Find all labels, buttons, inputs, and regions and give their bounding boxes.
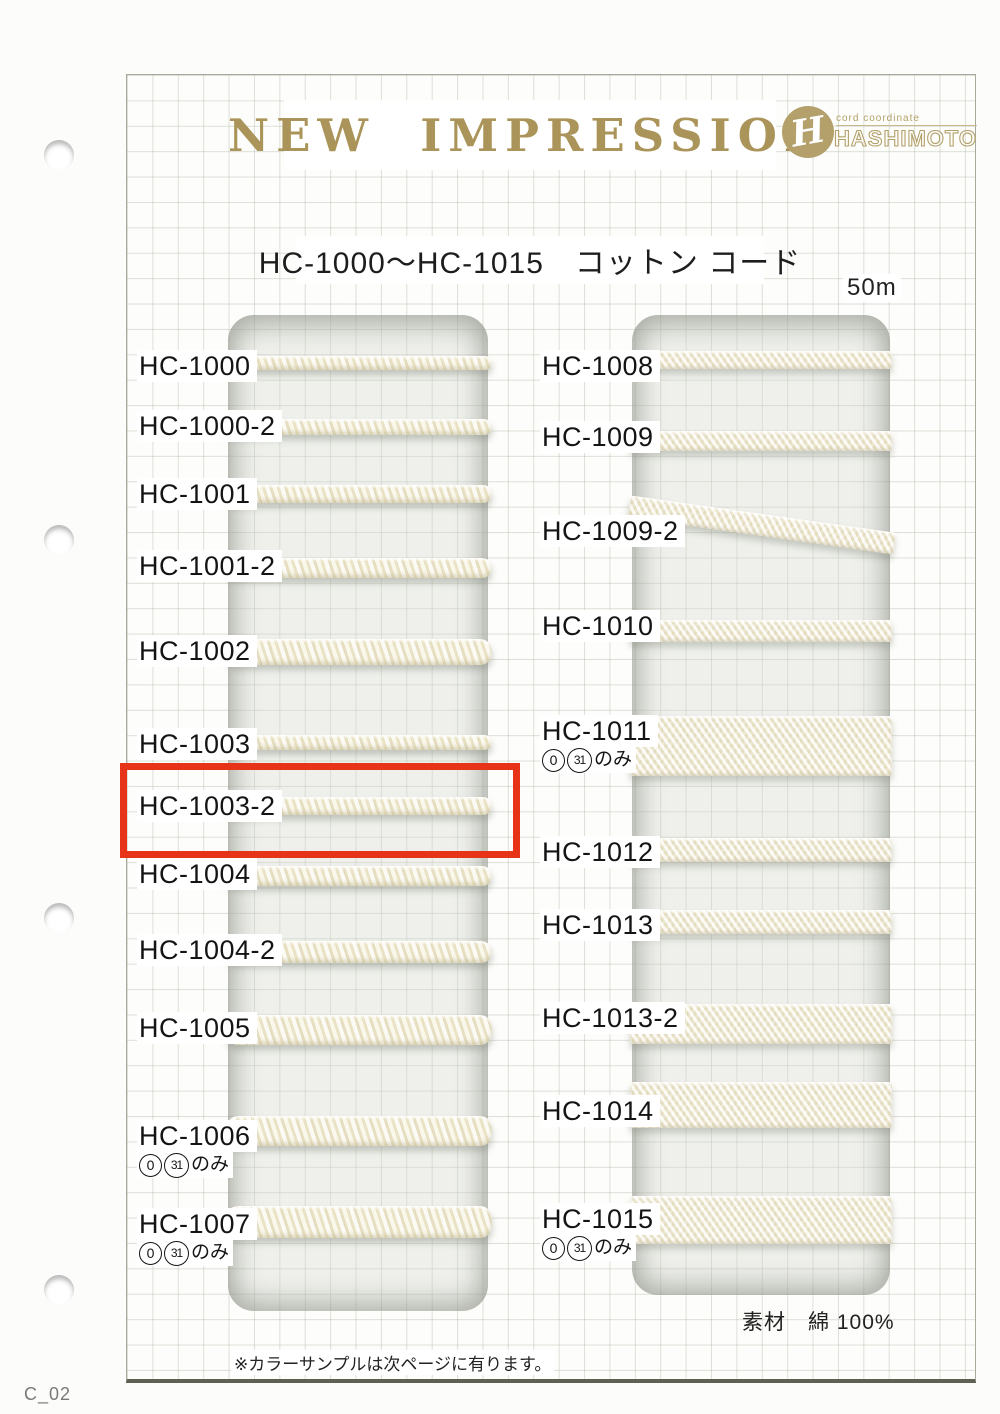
cord-sample-hc-1014 (630, 1082, 892, 1128)
logo-monogram: H (787, 108, 829, 156)
cord-sample-hc-1004-2 (226, 941, 492, 963)
circled-number-0: 0 (139, 1153, 162, 1177)
code-label-hc-1000: HC-1000 (137, 350, 257, 382)
circled-number-31: 31 (567, 747, 592, 773)
code-label-hc-1009-2: HC-1009-2 (540, 515, 685, 547)
material-label: 素材 綿 100% (742, 1311, 895, 1334)
cord-sample-hc-1013 (630, 910, 892, 934)
restriction-note-hc-1011: 0 31 のみ (540, 747, 637, 773)
note-suffix: のみ (191, 1242, 230, 1263)
banner-title: NEW IMPRESSION (228, 100, 825, 170)
cord-sample-hc-1003-2 (226, 797, 492, 815)
cord-sample-hc-1010 (630, 620, 892, 642)
code-label-hc-1012: HC-1012 (540, 836, 660, 868)
code-label-hc-1014: HC-1014 (540, 1095, 660, 1127)
punch-hole (44, 1275, 74, 1305)
sample-sleeve-right (632, 315, 890, 1295)
cord-sample-hc-1006 (226, 1116, 492, 1146)
cord-sample-hc-1009 (630, 431, 892, 451)
code-label-hc-1007: HC-1007 (137, 1208, 257, 1240)
code-label-hc-1005: HC-1005 (137, 1012, 257, 1044)
logo-circle-icon: H (782, 106, 834, 158)
code-label-hc-1013: HC-1013 (540, 909, 660, 941)
cord-sample-hc-1008 (630, 351, 892, 369)
cord-sample-hc-1002 (226, 639, 492, 665)
code-label-hc-1015: HC-1015 (540, 1203, 660, 1235)
logo-tagline: cord coordinate (836, 113, 978, 126)
cord-sample-hc-1005 (226, 1015, 492, 1045)
cord-sample-hc-1000 (226, 356, 492, 370)
punch-hole (44, 525, 74, 555)
code-label-hc-1006: HC-1006 (137, 1120, 257, 1152)
code-label-hc-1001: HC-1001 (137, 478, 257, 510)
circled-number-31: 31 (164, 1152, 189, 1178)
note-suffix: のみ (191, 1154, 230, 1175)
code-label-hc-1011: HC-1011 (540, 715, 658, 747)
circled-number-0: 0 (542, 748, 565, 772)
cord-sample-hc-1001-2 (226, 558, 492, 578)
cord-sample-hc-1001 (226, 485, 492, 503)
cord-sample-hc-1012 (630, 838, 892, 862)
logo-name: HASHIMOTO (833, 125, 978, 151)
code-label-hc-1003-2: HC-1003-2 (137, 790, 282, 822)
restriction-note-hc-1007: 0 31 のみ (137, 1240, 234, 1266)
code-label-hc-1002: HC-1002 (137, 635, 257, 667)
code-label-hc-1004-2: HC-1004-2 (137, 934, 282, 966)
page-code: C_02 (24, 1384, 72, 1404)
restriction-note-hc-1015: 0 31 のみ (540, 1235, 637, 1261)
page-title: HC-1000〜HC-1015 コットン コード (259, 236, 800, 284)
code-label-hc-1003: HC-1003 (137, 728, 257, 760)
code-label-hc-1009: HC-1009 (540, 421, 660, 453)
circled-number-31: 31 (567, 1235, 592, 1261)
cord-sample-hc-1007 (226, 1206, 492, 1238)
cord-sample-hc-1003 (226, 735, 492, 750)
note-suffix: のみ (594, 1237, 633, 1258)
code-label-hc-1000-2: HC-1000-2 (137, 410, 282, 442)
color-sample-footnote: ※カラーサンプルは次ページに有ります。 (231, 1350, 555, 1375)
code-label-hc-1008: HC-1008 (540, 350, 660, 382)
code-label-hc-1004: HC-1004 (137, 858, 257, 890)
code-label-hc-1010: HC-1010 (540, 610, 660, 642)
punch-hole (44, 903, 74, 933)
circled-number-0: 0 (542, 1236, 565, 1260)
cord-sample-hc-1015 (630, 1196, 892, 1244)
code-label-hc-1001-2: HC-1001-2 (137, 550, 282, 582)
circled-number-31: 31 (164, 1240, 189, 1266)
note-suffix: のみ (594, 749, 633, 770)
highlight-box-hc-1003-2 (120, 763, 520, 858)
cord-sample-hc-1004 (226, 866, 492, 886)
cord-sample-hc-1011 (630, 716, 892, 776)
punch-hole (44, 140, 74, 170)
code-label-hc-1013-2: HC-1013-2 (540, 1002, 685, 1034)
cord-sample-hc-1000-2 (226, 419, 492, 435)
brand-logo: H cord coordinate HASHIMOTO (782, 100, 978, 164)
restriction-note-hc-1006: 0 31 のみ (137, 1152, 234, 1178)
circled-number-0: 0 (139, 1241, 162, 1265)
length-label: 50m (843, 274, 901, 302)
